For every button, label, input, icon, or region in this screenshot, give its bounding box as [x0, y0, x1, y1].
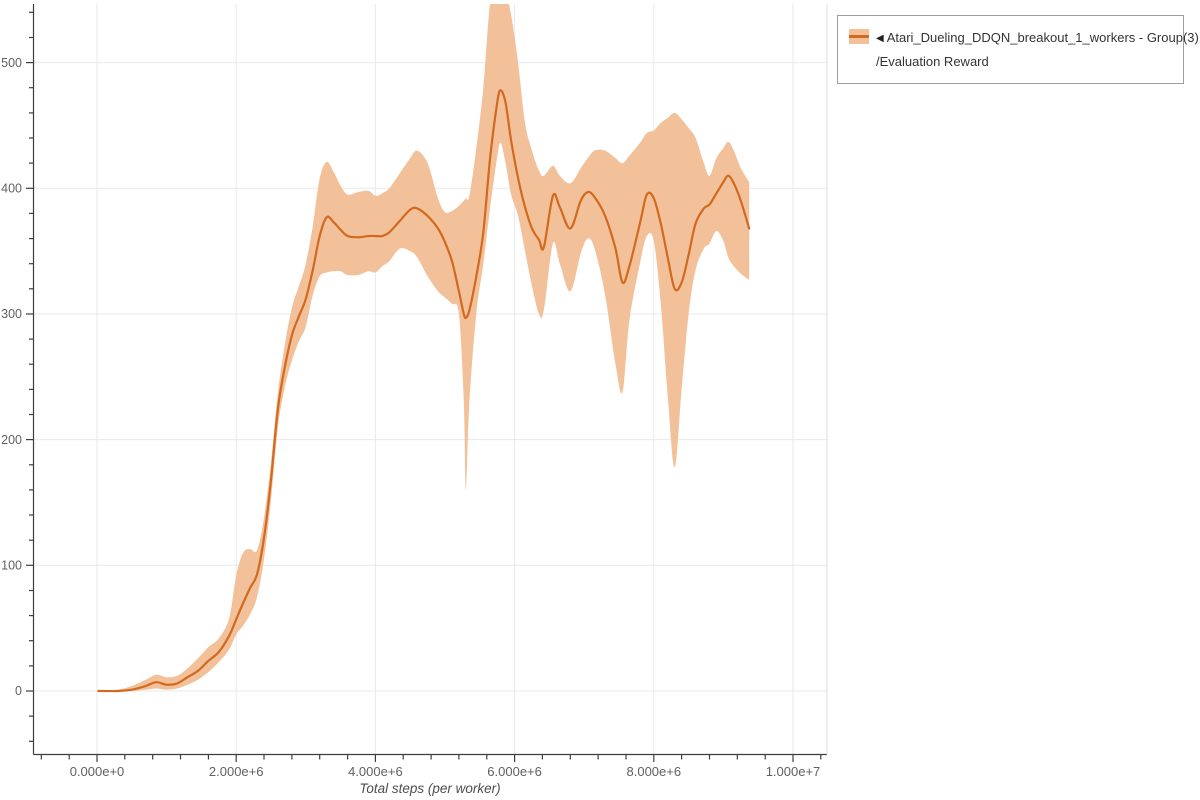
confidence-band: [98, 4, 750, 692]
x-tick-label: 4.000e+6: [348, 764, 403, 779]
y-tick-label: 200: [1, 433, 22, 447]
legend-swatch[interactable]: [849, 29, 869, 44]
x-axis-title: Total steps (per worker): [359, 781, 501, 796]
y-tick-label: 100: [1, 559, 22, 573]
y-tick-label: 500: [1, 56, 22, 70]
x-tick-label: 1.000e+7: [766, 764, 821, 779]
x-tick-label: 0.000e+0: [70, 764, 125, 779]
tick-labels: 0 100 200 300 400 500 0.000e+0 2.000e+6 4.000e+6…: [1, 56, 820, 779]
x-tick-label: 2.000e+6: [209, 764, 264, 779]
legend-series-name: Atari_Dueling_DDQN_breakout_1_workers - …: [886, 30, 1199, 45]
y-tick-label: 400: [1, 182, 22, 196]
y-tick-label: 0: [15, 684, 22, 698]
axes: [32, 4, 827, 756]
legend-item[interactable]: ◀ Atari_Dueling_DDQN_breakout_1_workers -…: [876, 26, 1199, 73]
legend-swatch-line: [849, 35, 869, 38]
series-group: [97, 4, 751, 693]
mean-line: [97, 89, 751, 693]
y-tick-label: 300: [1, 307, 22, 321]
legend-series-name-line: ◀ Atari_Dueling_DDQN_breakout_1_workers -…: [876, 26, 1199, 50]
x-tick-label: 8.000e+6: [627, 764, 682, 779]
legend-series-metric: /Evaluation Reward: [876, 54, 989, 69]
collapse-left-icon[interactable]: ◀: [876, 33, 884, 44]
grid-lines: [33, 4, 827, 755]
legend: ◀ Atari_Dueling_DDQN_breakout_1_workers -…: [837, 15, 1199, 84]
tick-marks: [26, 11, 822, 762]
x-tick-label: 6.000e+6: [487, 764, 542, 779]
